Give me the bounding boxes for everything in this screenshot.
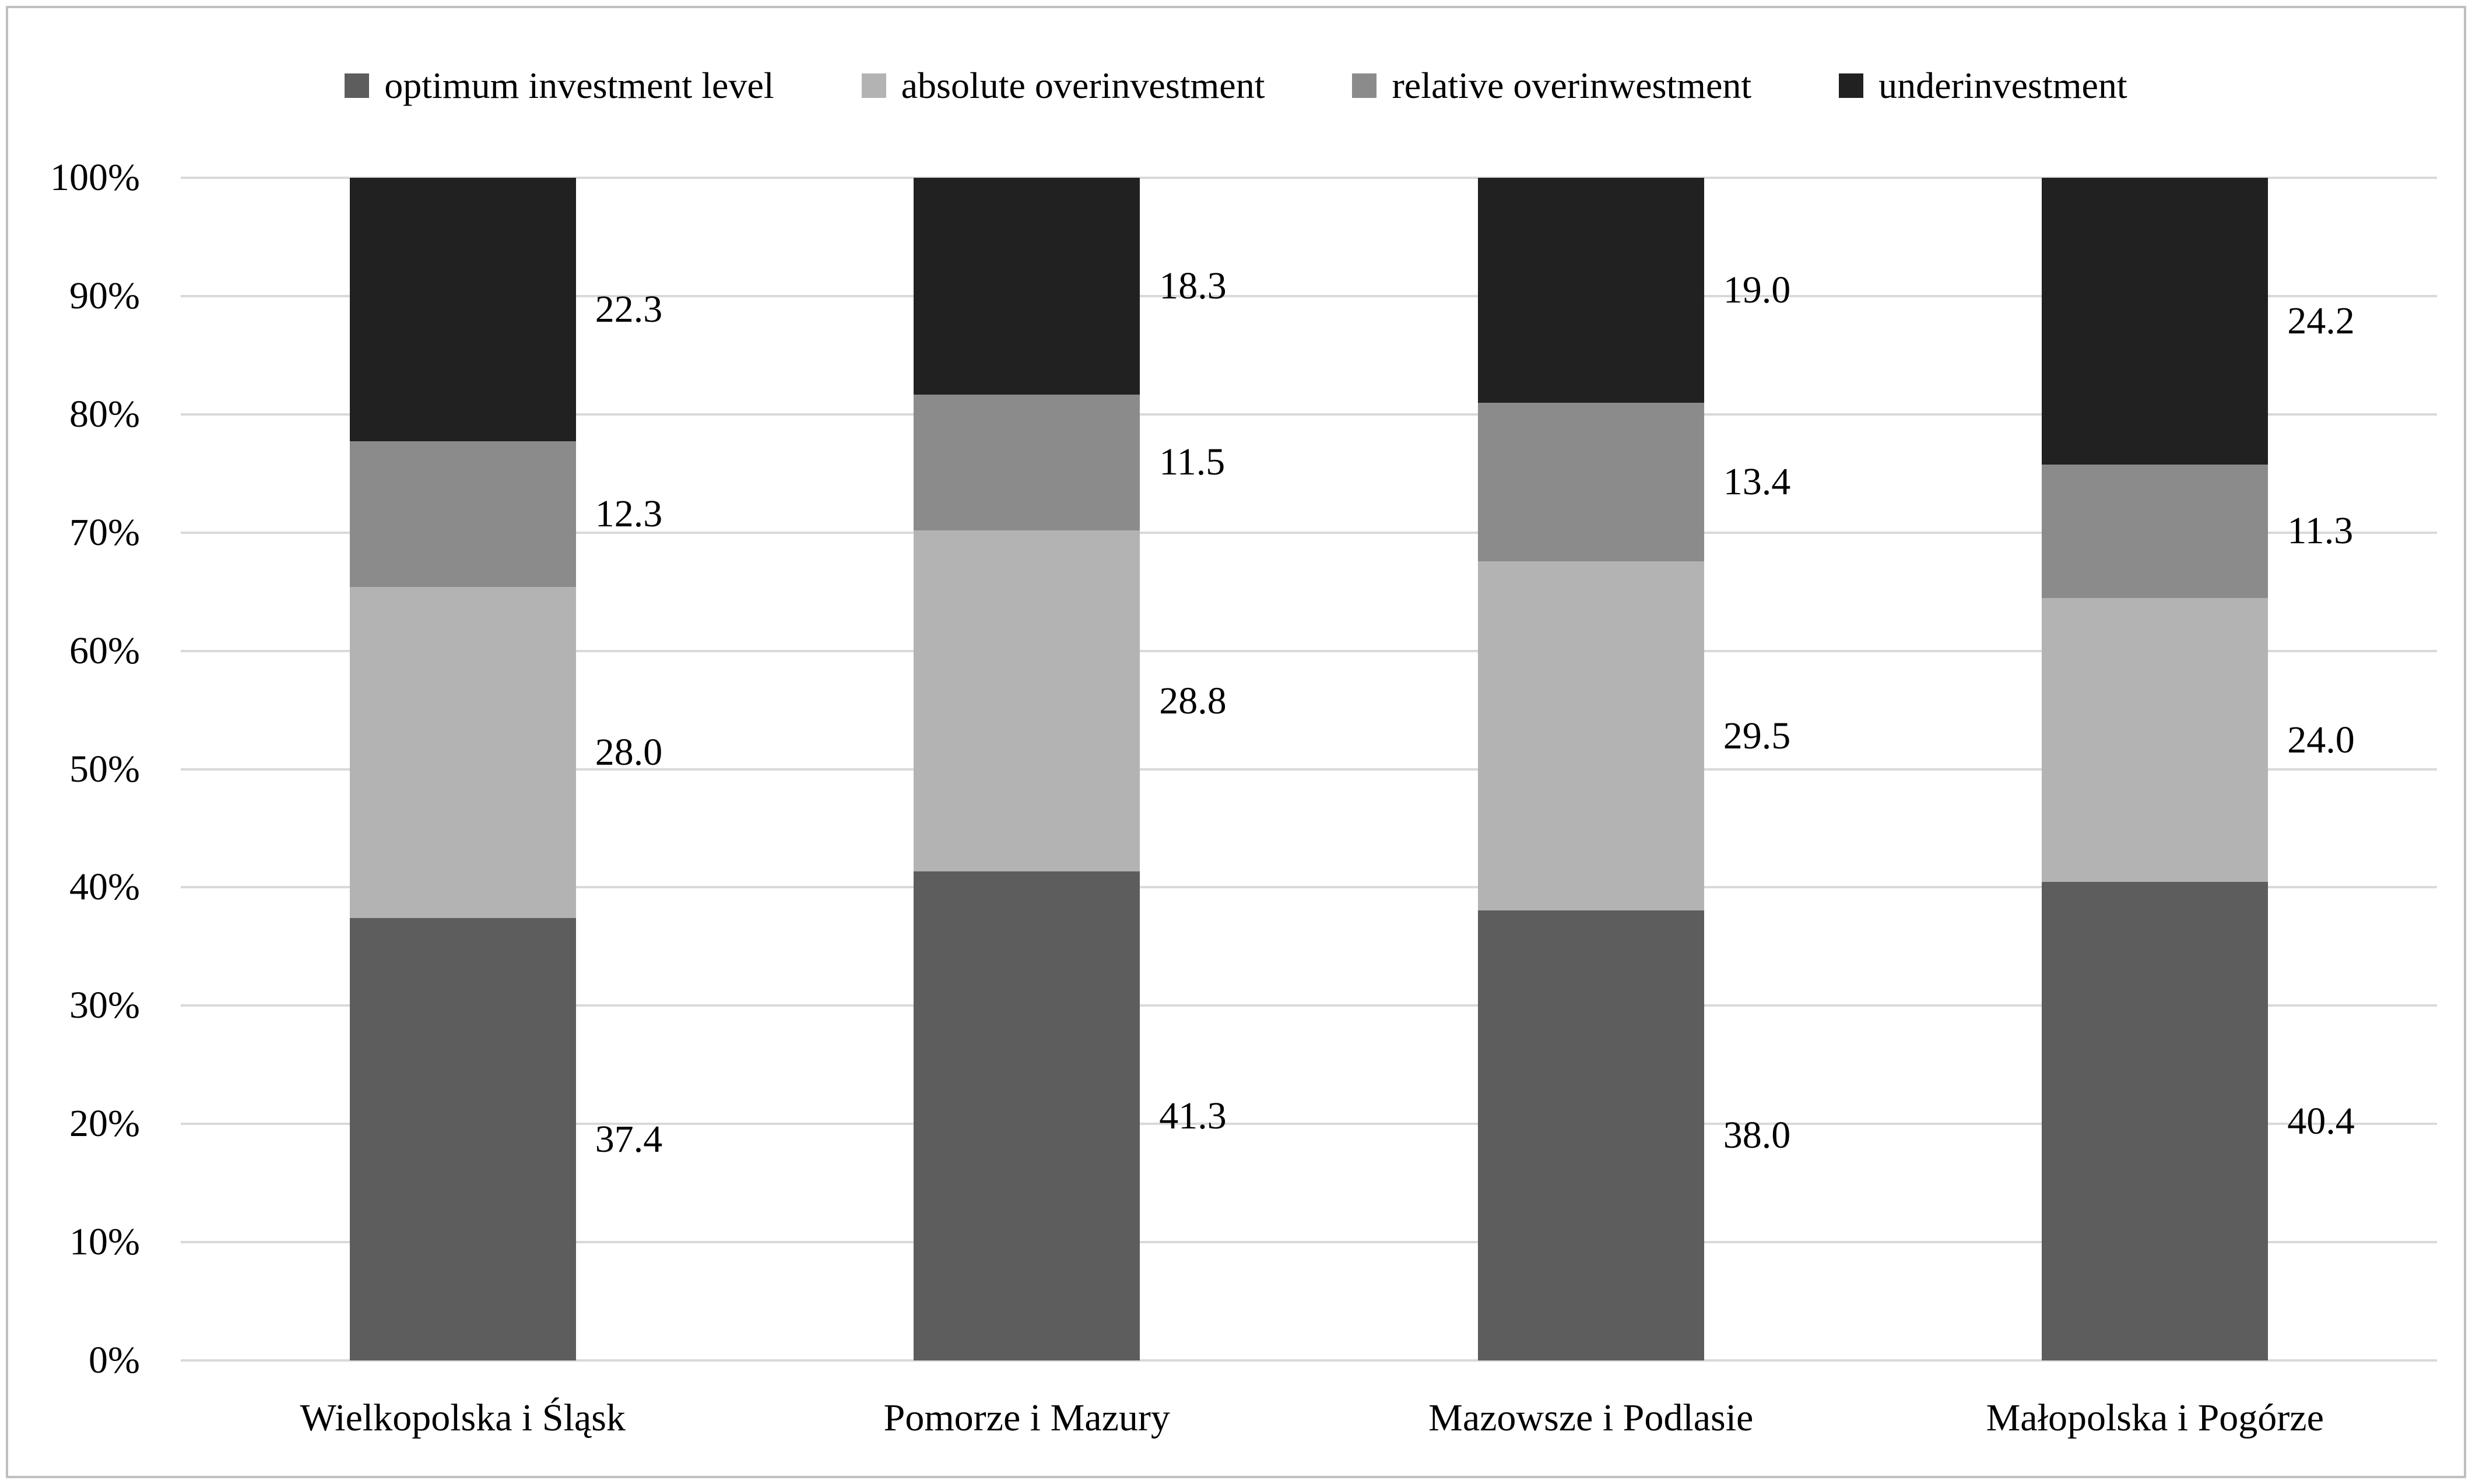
data-label: 22.3 [595,288,663,331]
data-label: 11.3 [2287,509,2354,553]
data-label: 29.5 [1723,714,1791,757]
bar-segment-absolute-overinvestment [349,587,576,919]
data-label: 41.3 [1159,1094,1227,1137]
gridline [181,1241,2437,1244]
gridline [181,177,2437,179]
gridline [181,1359,2437,1362]
y-axis-tick-label: 0% [89,1339,140,1381]
y-axis-tick-label: 30% [69,984,140,1027]
legend-marker-icon [345,73,370,98]
y-axis-tick-label: 90% [69,274,140,317]
legend-marker-icon [1839,73,1864,98]
category-label: Mazowsze i Podlasie [1428,1397,1754,1439]
category-label: Wielkopolska i Śląsk [300,1397,626,1439]
bar-segment-underinvestment [914,178,1140,395]
bar-segment-underinvestment [1477,178,1704,403]
data-label: 28.8 [1159,679,1227,722]
legend-label: absolute overinvestment [901,65,1265,106]
y-axis-tick-label: 80% [69,392,140,435]
legend-item: absolute overinvestment [861,65,1265,106]
legend-item: optimum investment level [345,67,774,104]
bar-segment-absolute-overinvestment [2042,598,2269,882]
bar-segment-optimum-investment-level [2042,882,2269,1360]
legend-item: underinvestment [1839,67,2127,104]
bar-segment-relative-overinwestment [349,441,576,588]
legend-marker-icon [861,73,886,98]
category-label: Małopolska i Pogórze [1986,1397,2324,1439]
legend: optimum investment level absolute overinv… [8,64,2464,108]
data-label: 40.4 [2287,1099,2355,1142]
data-label: 18.3 [1159,264,1227,307]
bar-segment-absolute-overinvestment [1477,561,1704,911]
bar-segment-relative-overinwestment [2042,464,2269,598]
y-axis-tick-label: 10% [69,1221,140,1264]
data-label: 38.0 [1723,1114,1791,1157]
data-label: 24.0 [2287,718,2355,761]
category-label: Pomorze i Mazury [883,1397,1170,1439]
y-axis-tick-label: 60% [69,629,140,672]
y-axis-tick-label: 100% [50,156,140,199]
gridline [181,1004,2437,1007]
gridline [181,649,2437,652]
data-label: 13.4 [1723,460,1791,503]
bar-segment-underinvestment [2042,178,2269,465]
legend-item: relative overinwestment [1352,67,1751,104]
bar-segment-relative-overinwestment [1477,402,1704,562]
bar-segment-underinvestment [349,178,576,442]
stacked-bar-chart: optimum investment level absolute overinv… [6,6,2466,1478]
gridline [181,413,2437,416]
data-label: 11.5 [1159,441,1226,484]
gridline [181,1123,2437,1126]
bar-segment-optimum-investment-level [914,871,1140,1360]
y-axis-tick-label: 20% [69,1102,140,1145]
legend-label: relative overinwestment [1392,65,1752,106]
gridline [181,294,2437,297]
bar-segment-relative-overinwestment [914,394,1140,531]
bar-segment-optimum-investment-level [349,918,576,1360]
gridline [181,531,2437,534]
legend-marker-icon [1352,73,1377,98]
y-axis-tick-label: 70% [69,511,140,554]
legend-label: optimum investment level [384,65,774,106]
gridline [181,768,2437,771]
data-label: 24.2 [2287,299,2355,342]
y-axis-tick-label: 50% [69,747,140,790]
y-axis-tick-label: 40% [69,866,140,909]
bar-segment-absolute-overinvestment [914,530,1140,872]
gridline [181,886,2437,889]
legend-label: underinvestment [1878,65,2127,106]
data-label: 28.0 [595,731,663,774]
data-label: 19.0 [1723,268,1791,311]
data-label: 12.3 [595,493,663,536]
bar-segment-optimum-investment-level [1477,910,1704,1360]
data-label: 37.4 [595,1117,663,1161]
